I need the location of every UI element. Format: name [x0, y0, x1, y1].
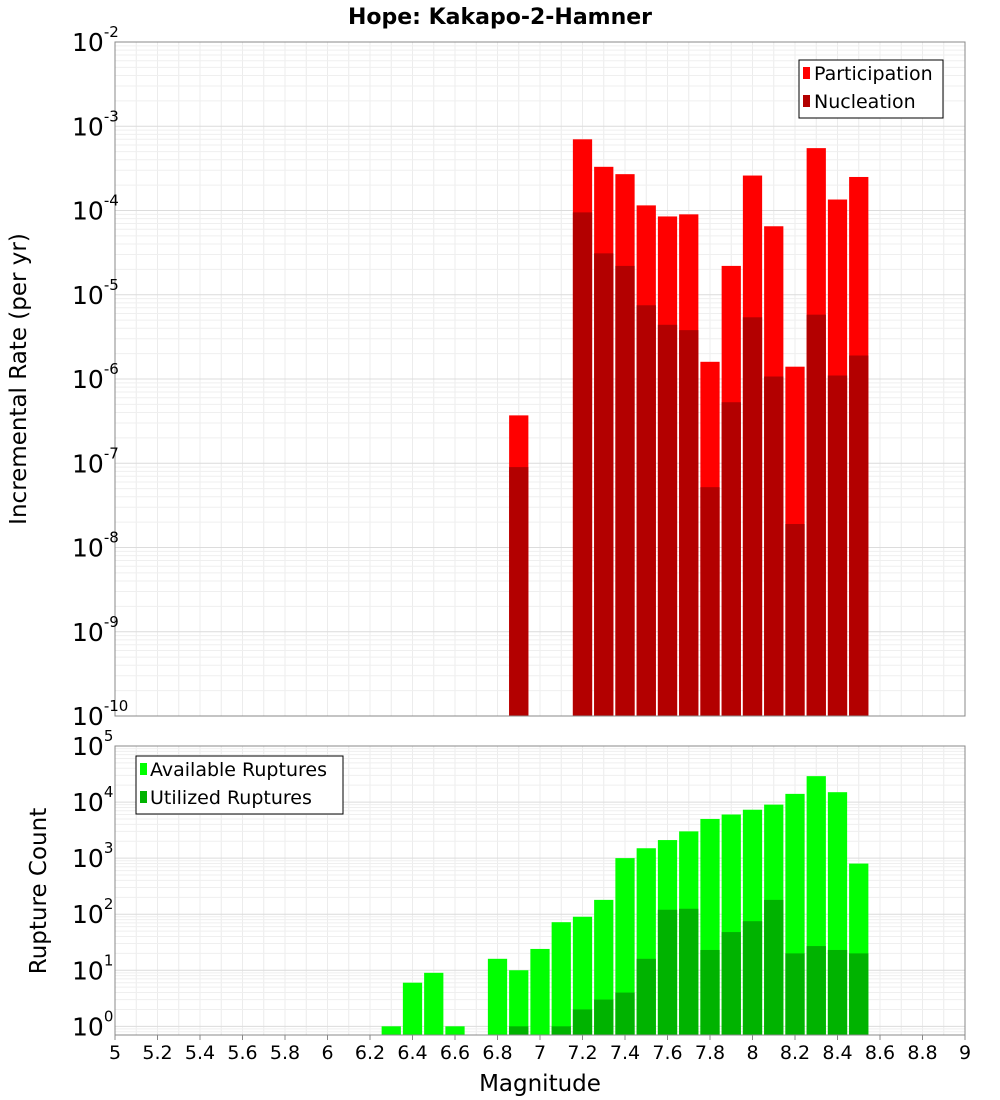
x-axis-label: Magnitude [479, 1071, 601, 1097]
count-bar-utilized-ruptures [700, 949, 720, 1035]
x-tick-label: 6.4 [397, 1042, 427, 1064]
x-ticks: 5 5.2 5.4 5.6 5.8 6 6.2 6.4 6.6 6.8 7 7.2 7.4 7.6 7.8 8… [109, 1035, 971, 1064]
rate-bar-nucleation [785, 524, 805, 716]
x-tick-label: 6.2 [355, 1042, 385, 1064]
x-tick-label: 7.6 [652, 1042, 682, 1064]
count-bar-available-ruptures [615, 858, 635, 1035]
legend-nucleation-label: Nucleation [814, 91, 916, 113]
rate-y-tick-label: 10-5 [72, 276, 119, 310]
count-bar-utilized-ruptures [827, 949, 848, 1035]
legend-participation-swatch [803, 67, 810, 79]
count-bar-utilized-ruptures [679, 908, 699, 1035]
count-bar-utilized-ruptures [742, 921, 763, 1035]
rate-bar-nucleation [806, 314, 826, 716]
count-bar-utilized-ruptures [657, 909, 678, 1035]
count-bar-available-ruptures [530, 948, 550, 1035]
count-y-tick-label: 104 [72, 783, 113, 817]
rate-bar-nucleation [594, 253, 614, 716]
x-tick-label: 8.2 [780, 1042, 810, 1064]
count-bar-available-ruptures [445, 1026, 465, 1035]
legend-participation-label: Participation [814, 63, 933, 85]
rate-y-tick-label: 10-10 [72, 697, 128, 731]
legend-nucleation-swatch [803, 95, 810, 107]
x-tick-label: 7.2 [567, 1042, 597, 1064]
rate-bar-nucleation [721, 402, 741, 716]
count-bar-available-ruptures [402, 982, 423, 1035]
x-tick-label: 9 [959, 1042, 971, 1064]
count-bar-utilized-ruptures [785, 953, 805, 1035]
x-tick-label: 6 [321, 1042, 333, 1064]
count-bar-utilized-ruptures [764, 899, 784, 1035]
rate-bar-nucleation [636, 305, 656, 716]
rate-y-tick-label: 10-9 [72, 613, 119, 647]
x-tick-label: 5.4 [185, 1042, 215, 1064]
count-bar-utilized-ruptures [849, 953, 869, 1035]
rate-y-tick-label: 10-6 [72, 360, 119, 394]
count-bar-available-ruptures [551, 922, 571, 1035]
count-bar-utilized-ruptures [615, 992, 635, 1035]
rate-bar-nucleation [700, 487, 720, 716]
rate-bar-nucleation [764, 376, 784, 716]
count-bar-utilized-ruptures [572, 1009, 593, 1035]
x-tick-label: 5.8 [270, 1042, 300, 1064]
count-y-tick-label: 101 [72, 951, 113, 985]
count-panel: 100 101 102 103 104 105 5 5.2 5.4 5.6 5.8 6 6.2 6.4 6… [26, 727, 971, 1097]
count-bar-utilized-ruptures [806, 946, 826, 1035]
legend-available-label: Available Ruptures [150, 759, 327, 781]
count-bar-utilized-ruptures [594, 999, 614, 1035]
count-y-tick-label: 103 [72, 839, 113, 873]
count-bar-utilized-ruptures [551, 1026, 571, 1035]
x-tick-label: 7.8 [695, 1042, 725, 1064]
count-bar-available-ruptures [572, 916, 593, 1035]
count-y-tick-label: 100 [72, 1007, 113, 1041]
rate-y-tick-label: 10-4 [72, 192, 119, 226]
legend-utilized-label: Utilized Ruptures [150, 787, 312, 809]
count-bar-available-ruptures [509, 970, 529, 1035]
rate-y-tick-label: 10-8 [72, 529, 119, 563]
rate-bar-nucleation [615, 265, 635, 716]
rate-bar-nucleation [679, 330, 699, 716]
rate-y-tick-label: 10-3 [72, 107, 119, 141]
x-tick-label: 7 [534, 1042, 546, 1064]
x-tick-label: 6.8 [482, 1042, 512, 1064]
rate-bar-nucleation [572, 212, 593, 717]
rate-bar-nucleation [657, 324, 678, 716]
x-tick-label: 5 [109, 1042, 121, 1064]
rate-bar-nucleation [827, 375, 848, 716]
rate-y-ticks: 10-10 10-9 10-8 10-7 10-6 10-5 10-4 10-3 10-2 [72, 23, 128, 731]
rate-y-axis-label: Incremental Rate (per yr) [6, 233, 32, 525]
count-y-tick-label: 102 [72, 895, 113, 929]
rate-bar-nucleation [742, 317, 763, 716]
rate-bars [509, 139, 869, 717]
count-bar-available-ruptures [381, 1026, 401, 1035]
x-tick-label: 8.4 [822, 1042, 852, 1064]
count-bar-utilized-ruptures [509, 1026, 529, 1035]
rate-y-tick-label: 10-2 [72, 23, 119, 57]
count-bar-available-ruptures [424, 972, 444, 1035]
x-tick-label: 6.6 [440, 1042, 470, 1064]
count-bar-available-ruptures [487, 958, 508, 1035]
rate-bar-nucleation [849, 355, 869, 716]
count-y-ticks: 100 101 102 103 104 105 [72, 727, 113, 1041]
count-bar-utilized-ruptures [721, 932, 741, 1035]
chart-title: Hope: Kakapo-2-Hamner [348, 5, 652, 30]
x-tick-label: 8.8 [907, 1042, 937, 1064]
x-tick-label: 8 [746, 1042, 758, 1064]
x-tick-label: 8.6 [865, 1042, 895, 1064]
rate-y-tick-label: 10-7 [72, 444, 119, 478]
count-y-tick-label: 105 [72, 727, 113, 761]
x-tick-label: 5.2 [142, 1042, 172, 1064]
count-y-axis-label: Rupture Count [26, 808, 52, 974]
legend-utilized-swatch [140, 791, 147, 803]
rate-panel: 10-10 10-9 10-8 10-7 10-6 10-5 10-4 10-3 10-2 In… [6, 23, 966, 731]
rate-legend[interactable]: Participation Nucleation [798, 59, 944, 119]
x-tick-label: 7.4 [610, 1042, 640, 1064]
legend-available-swatch [140, 763, 147, 775]
count-bars [381, 776, 869, 1035]
rate-bar-nucleation [509, 467, 529, 716]
count-legend[interactable]: Available Ruptures Utilized Ruptures [135, 755, 344, 815]
x-tick-label: 5.6 [227, 1042, 257, 1064]
count-bar-utilized-ruptures [636, 958, 656, 1035]
